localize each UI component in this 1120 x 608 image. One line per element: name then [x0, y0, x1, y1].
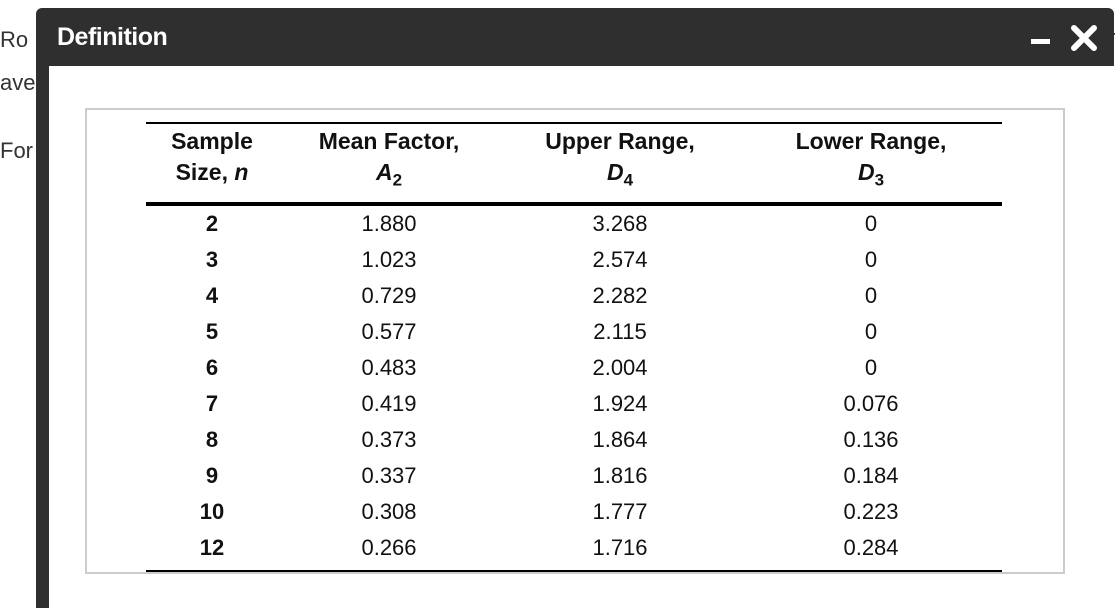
lower-range-cell: 0 — [864, 210, 878, 236]
lower-range-cell: 0.184 — [843, 462, 899, 488]
upper-range-cell: 1.924 — [592, 390, 648, 416]
mean-factor-cell: 1.023 — [361, 246, 417, 272]
mean-factor-cell: 0.729 — [361, 282, 417, 308]
upper-range-cell: 1.816 — [592, 462, 648, 488]
mean-factor-cell: 1.880 — [361, 210, 417, 236]
mean-factor-cell: 0.266 — [361, 534, 417, 560]
sample-size-cell: 8 — [205, 426, 219, 452]
mean-factor-cell: 0.483 — [361, 354, 417, 380]
lower-range-cell: 0.223 — [843, 498, 899, 524]
close-button[interactable] — [1066, 20, 1102, 56]
table-row: 9 0.337 1.816 0.184 — [146, 458, 1002, 494]
mean-factor-cell: 0.577 — [361, 318, 417, 344]
sample-size-cell: 9 — [205, 462, 219, 488]
lower-range-cell: 0.076 — [843, 390, 899, 416]
mean-factor-cell: 0.373 — [361, 426, 417, 452]
table-frame: Sample Size, n Mean Factor, A2 Upper Ran… — [85, 108, 1065, 574]
upper-range-cell: 2.282 — [592, 282, 648, 308]
minimize-button[interactable] — [1024, 22, 1058, 56]
dialog-content: Sample Size, n Mean Factor, A2 Upper Ran… — [49, 66, 1114, 608]
upper-range-cell: 3.268 — [592, 210, 648, 236]
lower-range-cell: 0 — [864, 354, 878, 380]
header-mean-factor: Mean Factor, A2 — [278, 123, 500, 206]
upper-range-cell: 2.574 — [592, 246, 648, 272]
dialog-titlebar[interactable]: Definition — [36, 8, 1114, 66]
control-chart-factors-table: Sample Size, n Mean Factor, A2 Upper Ran… — [146, 122, 1002, 572]
background-text-line-3: For — [0, 138, 33, 163]
header-sample-size: Sample Size, n — [146, 123, 278, 206]
upper-range-cell: 1.864 — [592, 426, 648, 452]
definition-dialog: Definition Sample Size, n Mean — [36, 8, 1114, 608]
table-row: 6 0.483 2.004 0 — [146, 350, 1002, 386]
table-row: 5 0.577 2.115 0 — [146, 314, 1002, 350]
lower-range-cell: 0.284 — [843, 534, 899, 560]
mean-factor-cell: 0.308 — [361, 498, 417, 524]
sample-size-cell: 5 — [205, 318, 219, 344]
upper-range-cell: 2.004 — [592, 354, 648, 380]
close-icon — [1071, 25, 1097, 51]
background-text-line-1: Ro — [0, 27, 29, 52]
sample-size-cell: 3 — [205, 246, 219, 272]
upper-range-cell: 2.115 — [593, 318, 647, 344]
table-row: 3 1.023 2.574 0 — [146, 242, 1002, 278]
lower-range-cell: 0 — [864, 246, 878, 272]
sample-size-cell: 2 — [205, 210, 219, 236]
table-header-row: Sample Size, n Mean Factor, A2 Upper Ran… — [146, 123, 1002, 206]
table-row: 2 1.880 3.268 0 — [146, 204, 1002, 242]
dialog-title: Definition — [57, 23, 168, 51]
table-row: 10 0.308 1.777 0.223 — [146, 494, 1002, 530]
lower-range-cell: 0.136 — [843, 426, 899, 452]
table-row: 12 0.266 1.716 0.284 — [146, 530, 1002, 571]
header-upper-range: Upper Range, D4 — [500, 123, 740, 206]
table-row: 8 0.373 1.864 0.136 — [146, 422, 1002, 458]
sample-size-cell: 4 — [205, 282, 219, 308]
table-row: 4 0.729 2.282 0 — [146, 278, 1002, 314]
sample-size-cell: 12 — [199, 534, 225, 560]
lower-range-cell: 0 — [864, 282, 878, 308]
upper-range-cell: 1.716 — [592, 534, 648, 560]
mean-factor-cell: 0.337 — [361, 462, 417, 488]
sample-size-cell: 6 — [205, 354, 219, 380]
sample-size-cell: 7 — [205, 390, 219, 416]
lower-range-cell: 0 — [864, 318, 878, 344]
header-lower-range: Lower Range, D3 — [740, 123, 1002, 206]
minimize-icon — [1031, 39, 1050, 44]
mean-factor-cell: 0.419 — [361, 390, 417, 416]
background-text-line-2: ave — [0, 70, 36, 95]
upper-range-cell: 1.777 — [592, 498, 648, 524]
table-row: 7 0.419 1.924 0.076 — [146, 386, 1002, 422]
sample-size-cell: 10 — [199, 498, 225, 524]
